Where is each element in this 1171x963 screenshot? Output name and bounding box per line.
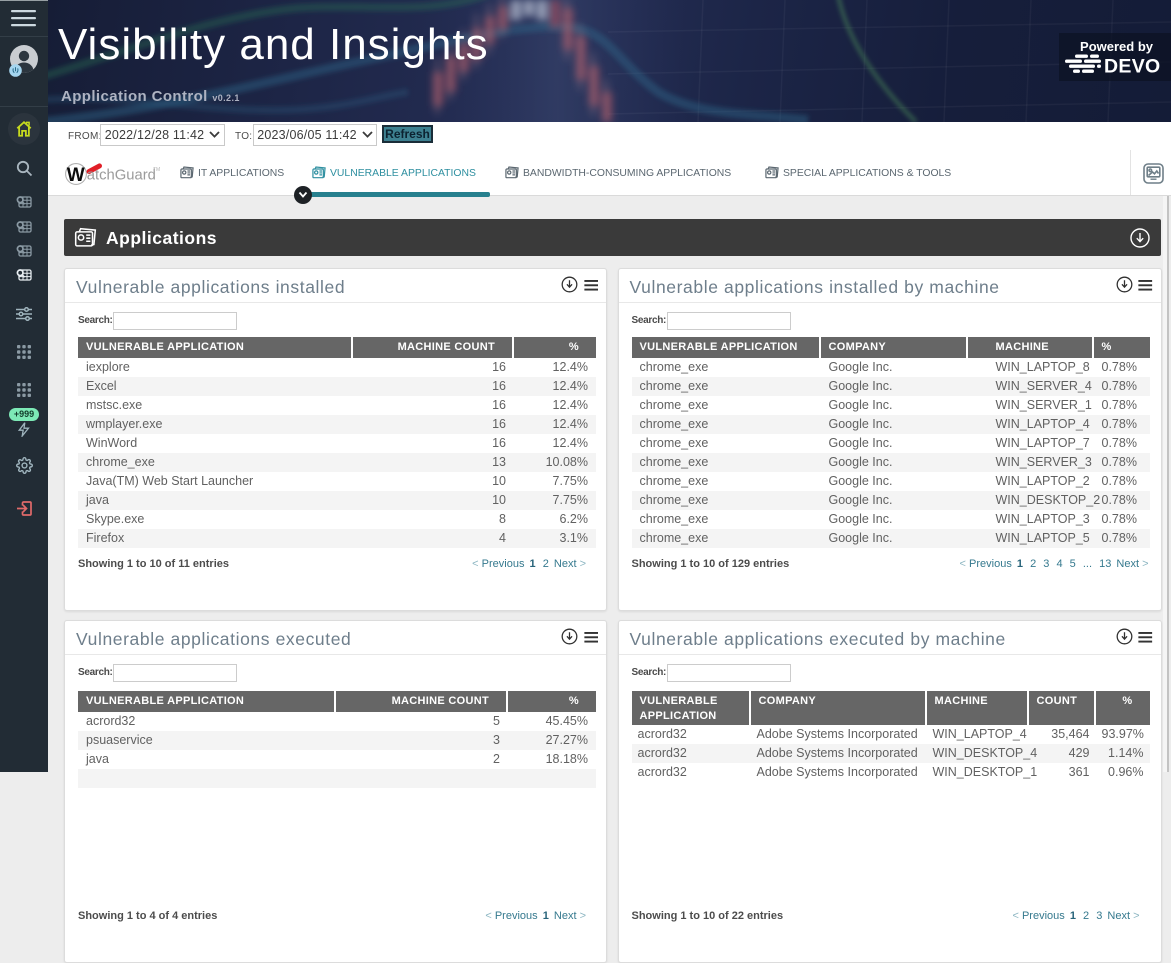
- svg-text:atchGuard: atchGuard: [87, 168, 156, 184]
- svg-text:TM: TM: [153, 167, 160, 173]
- svg-text:DEVO: DEVO: [1104, 56, 1160, 77]
- svg-text:W: W: [67, 165, 85, 186]
